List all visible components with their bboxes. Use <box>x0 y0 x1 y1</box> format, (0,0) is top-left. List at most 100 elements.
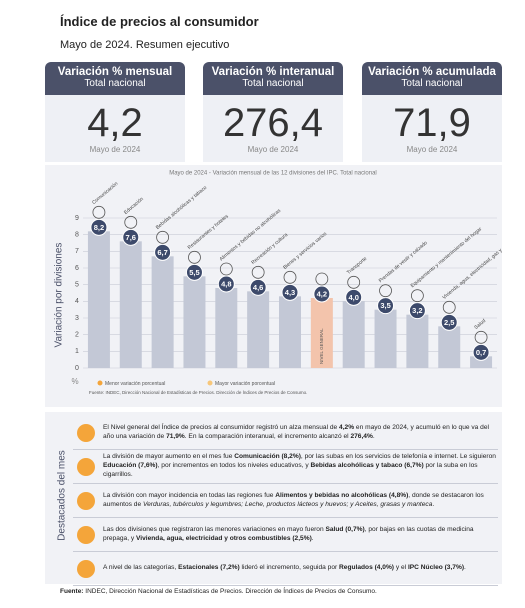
kpi-body: 276,4 Mayo de 2024 <box>203 95 343 162</box>
text-run: Fuente: <box>60 588 84 595</box>
kpi-period: Mayo de 2024 <box>406 145 458 154</box>
text-run: Salud (0,7%) <box>325 525 365 533</box>
kpi-header: Variación % interanual Total nacional <box>203 62 343 95</box>
category-label: Restaurantes y hoteles <box>187 213 230 251</box>
bar <box>374 309 397 368</box>
bar <box>151 256 174 368</box>
legend-swatch <box>97 380 103 386</box>
text-run: lideró el incremento, seguida por <box>239 564 340 572</box>
y-tick-label: 5 <box>75 282 79 289</box>
bar <box>342 301 365 368</box>
kpi-subtitle: Total nacional <box>401 78 463 89</box>
y-tick-label: 7 <box>75 248 79 255</box>
category-label: Alimentos y bebidas no alcohólicas <box>219 208 283 263</box>
kpi-card: Variación % mensual Total nacional 4,2 Mayo… <box>45 62 185 162</box>
value-badge <box>249 278 267 296</box>
text-run: . <box>372 432 375 440</box>
icon <box>410 289 424 303</box>
text-run: Las dos divisiones que registraron las m… <box>103 525 326 533</box>
text-run: Estacionales (7,2%) <box>178 564 240 572</box>
value-badge <box>185 263 203 281</box>
value-label: 4,8 <box>221 279 231 288</box>
highlight-item: El Nivel general del Índice de precios a… <box>73 416 498 450</box>
y-tick-label: 0 <box>75 365 79 372</box>
category-label: Transporte <box>346 256 368 276</box>
icon <box>474 330 488 344</box>
kpi-title: Variación % acumulada <box>368 66 496 78</box>
icon <box>347 275 361 289</box>
value-label: 7,6 <box>126 233 136 242</box>
bar <box>119 241 142 368</box>
legend-label: Menor variación porcentual <box>105 381 165 387</box>
value-label: 2,5 <box>444 318 454 327</box>
bar <box>470 356 493 368</box>
text-run: , por bajas en las cuotas de medicina pr… <box>103 525 474 542</box>
value-badge <box>90 218 108 236</box>
category-label: Equipamiento y mantenimiento del hogar <box>410 226 484 289</box>
y-tick-label: 6 <box>75 265 79 272</box>
bar <box>310 298 333 368</box>
highlight-item: La división de mayor aumento en el mes f… <box>73 450 498 484</box>
value-label: 0,7 <box>476 348 486 357</box>
text-run: Verduras, tubérculos y legumbres; Leche,… <box>142 500 433 508</box>
y-tick-label: 8 <box>75 232 79 239</box>
y-tick-label: 2 <box>75 332 79 339</box>
value-badge <box>154 243 172 261</box>
icon <box>442 300 456 314</box>
text-run: Regulados (4,0%) <box>339 564 395 572</box>
text-run: A nivel de las categorías, <box>103 564 179 572</box>
highlight-icon <box>77 491 95 510</box>
chart-title: Mayo de 2024 - Variación mensual de las … <box>169 171 377 177</box>
kpi-value: 276,4 <box>222 101 324 145</box>
value-badge <box>217 275 235 293</box>
bar <box>183 276 206 368</box>
y-tick-label: 4 <box>75 298 79 305</box>
text-run: , por incrementos en todos los niveles e… <box>157 462 311 470</box>
value-badge <box>472 343 490 361</box>
category-label: Recreación y cultura <box>250 232 289 266</box>
bar <box>406 314 429 368</box>
highlight-text: A nivel de las categorías, Estacionales … <box>103 564 466 573</box>
value-badge <box>377 297 395 315</box>
text-run: Comunicación (8,2%) <box>234 453 301 461</box>
value-label: 5,5 <box>189 268 199 277</box>
icon <box>219 262 233 276</box>
highlight-item: La división con mayor incidencia en toda… <box>73 484 498 518</box>
kpi-body: 71,9 Mayo de 2024 <box>362 95 502 162</box>
text-run: Bebidas alcohólicas y tabaco (6,7%) <box>310 462 424 470</box>
legend-swatch <box>207 380 213 386</box>
text-run: Alimentos y bebidas no alcohólicas (4,8%… <box>275 491 409 499</box>
bar <box>247 291 270 368</box>
highlights-list: El Nivel general del Índice de precios a… <box>73 416 498 586</box>
category-label: Educación <box>123 196 145 216</box>
text-run: por la suba en los cigarrillos. <box>103 462 478 478</box>
icon <box>251 265 265 279</box>
value-label: 4,2 <box>317 289 327 298</box>
y-axis-label: Variación por divisiones <box>54 243 65 348</box>
highlight-text: Las dos divisiones que registraron las m… <box>103 526 498 544</box>
category-label: Bienes y servicios varios <box>282 231 328 271</box>
highlight-item: A nivel de las categorías, Estacionales … <box>73 552 498 586</box>
chart-source: Fuente: INDEC, Dirección Nacional de Est… <box>89 389 307 395</box>
value-label: 8,2 <box>94 223 104 232</box>
text-run: . <box>432 500 435 508</box>
value-label: 3,5 <box>380 301 390 310</box>
y-tick-label: 1 <box>75 348 79 355</box>
y-unit: % <box>71 377 78 386</box>
kpi-title: Variación % interanual <box>211 66 335 78</box>
text-run: 4,2% <box>339 423 355 431</box>
footer: Fuente: INDEC, Dirección Nacional de Est… <box>60 588 377 595</box>
text-run: en mayo de 2024, y acumuló en lo que va … <box>103 423 489 440</box>
highlight-icon <box>77 423 95 442</box>
bar <box>279 296 301 368</box>
category-label: Comunicación <box>91 181 119 206</box>
bar <box>87 231 110 368</box>
y-tick-label: 9 <box>75 215 79 222</box>
text-run: . <box>464 564 466 572</box>
kpi-value: 4,2 <box>87 101 143 145</box>
icon <box>156 230 170 244</box>
highlight-text: El Nivel general del Índice de precios a… <box>103 424 498 442</box>
text-run: 276,4% <box>350 432 373 440</box>
kpi-card: Variación % acumulada Total nacional 71,9 M… <box>362 62 502 162</box>
text-run: , donde se destacaron los aumentos de <box>103 491 484 508</box>
